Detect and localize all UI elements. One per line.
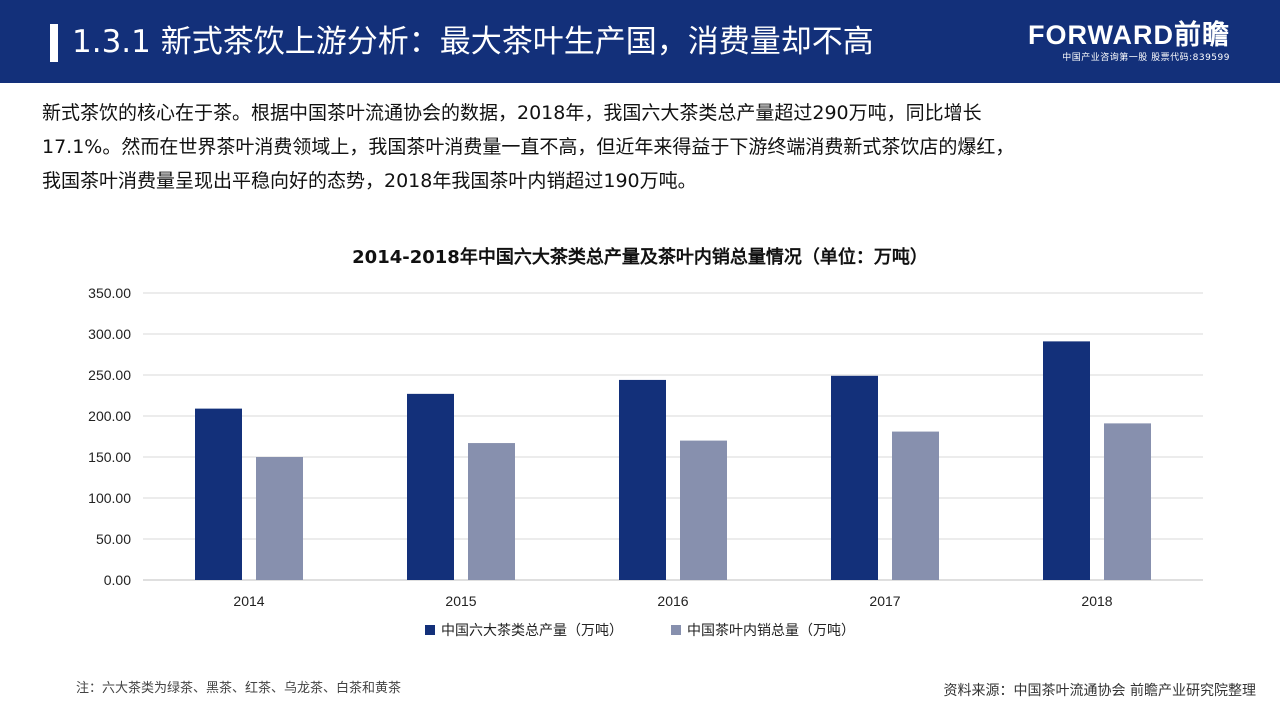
legend-swatch-domestic-sales [671, 625, 681, 635]
y-tick-label: 300.00 [88, 326, 131, 342]
intro-paragraph: 新式茶饮的核心在于茶。根据中国茶叶流通协会的数据，2018年，我国六大茶类总产量… [42, 96, 1242, 198]
y-tick-label: 100.00 [88, 490, 131, 506]
y-tick-label: 350.00 [88, 285, 131, 301]
bar-production [1043, 341, 1090, 580]
x-tick-label: 2015 [445, 593, 476, 609]
bar-production [831, 375, 878, 580]
x-tick-label: 2016 [657, 593, 688, 609]
intro-line: 17.1%。然而在世界茶叶消费领域上，我国茶叶消费量一直不高，但近年来得益于下游… [42, 136, 1015, 158]
header-banner: 1.3.1 新式茶饮上游分析：最大茶叶生产国，消费量却不高 FORWARD前瞻 … [0, 0, 1280, 83]
bar-domestic-sales [468, 443, 515, 580]
y-tick-label: 250.00 [88, 367, 131, 383]
y-tick-label: 150.00 [88, 449, 131, 465]
bar-production [619, 379, 666, 580]
logo-name: FORWARD前瞻 [1028, 20, 1230, 50]
x-tick-label: 2014 [233, 593, 264, 609]
bar-domestic-sales [892, 431, 939, 580]
legend-item-production: 中国六大茶类总产量（万吨） [425, 620, 623, 640]
title-accent-bar [50, 24, 58, 62]
legend-label-domestic-sales: 中国茶叶内销总量（万吨） [687, 623, 855, 639]
bar-domestic-sales [1104, 423, 1151, 580]
y-tick-label: 200.00 [88, 408, 131, 424]
intro-line: 我国茶叶消费量呈现出平稳向好的态势，2018年我国茶叶内销超过190万吨。 [42, 170, 697, 192]
bar-production [195, 408, 242, 580]
page-title: 1.3.1 新式茶饮上游分析：最大茶叶生产国，消费量却不高 [72, 24, 874, 60]
forward-logo: FORWARD前瞻 中国产业咨询第一股 股票代码:839599 [1028, 20, 1230, 64]
legend-item-domestic-sales: 中国茶叶内销总量（万吨） [671, 620, 855, 640]
source-credit: 资料来源：中国茶叶流通协会 前瞻产业研究院整理 [943, 683, 1256, 699]
legend-swatch-production [425, 625, 435, 635]
chart-legend: 中国六大茶类总产量（万吨） 中国茶叶内销总量（万吨） [0, 620, 1280, 640]
bar-domestic-sales [680, 440, 727, 580]
footnote: 注：六大茶类为绿茶、黑茶、红茶、乌龙茶、白茶和黄茶 [76, 681, 402, 696]
x-tick-label: 2017 [869, 593, 900, 609]
x-tick-label: 2018 [1081, 593, 1112, 609]
y-tick-label: 0.00 [104, 572, 131, 588]
bar-domestic-sales [256, 457, 303, 580]
chart-title: 2014-2018年中国六大茶类总产量及茶叶内销总量情况（单位：万吨） [352, 247, 928, 268]
intro-line: 新式茶饮的核心在于茶。根据中国茶叶流通协会的数据，2018年，我国六大茶类总产量… [42, 102, 982, 124]
legend-label-production: 中国六大茶类总产量（万吨） [441, 623, 623, 639]
logo-subtitle: 中国产业咨询第一股 股票代码:839599 [1062, 53, 1230, 63]
bar-production [407, 393, 454, 580]
y-tick-label: 50.00 [96, 531, 131, 547]
